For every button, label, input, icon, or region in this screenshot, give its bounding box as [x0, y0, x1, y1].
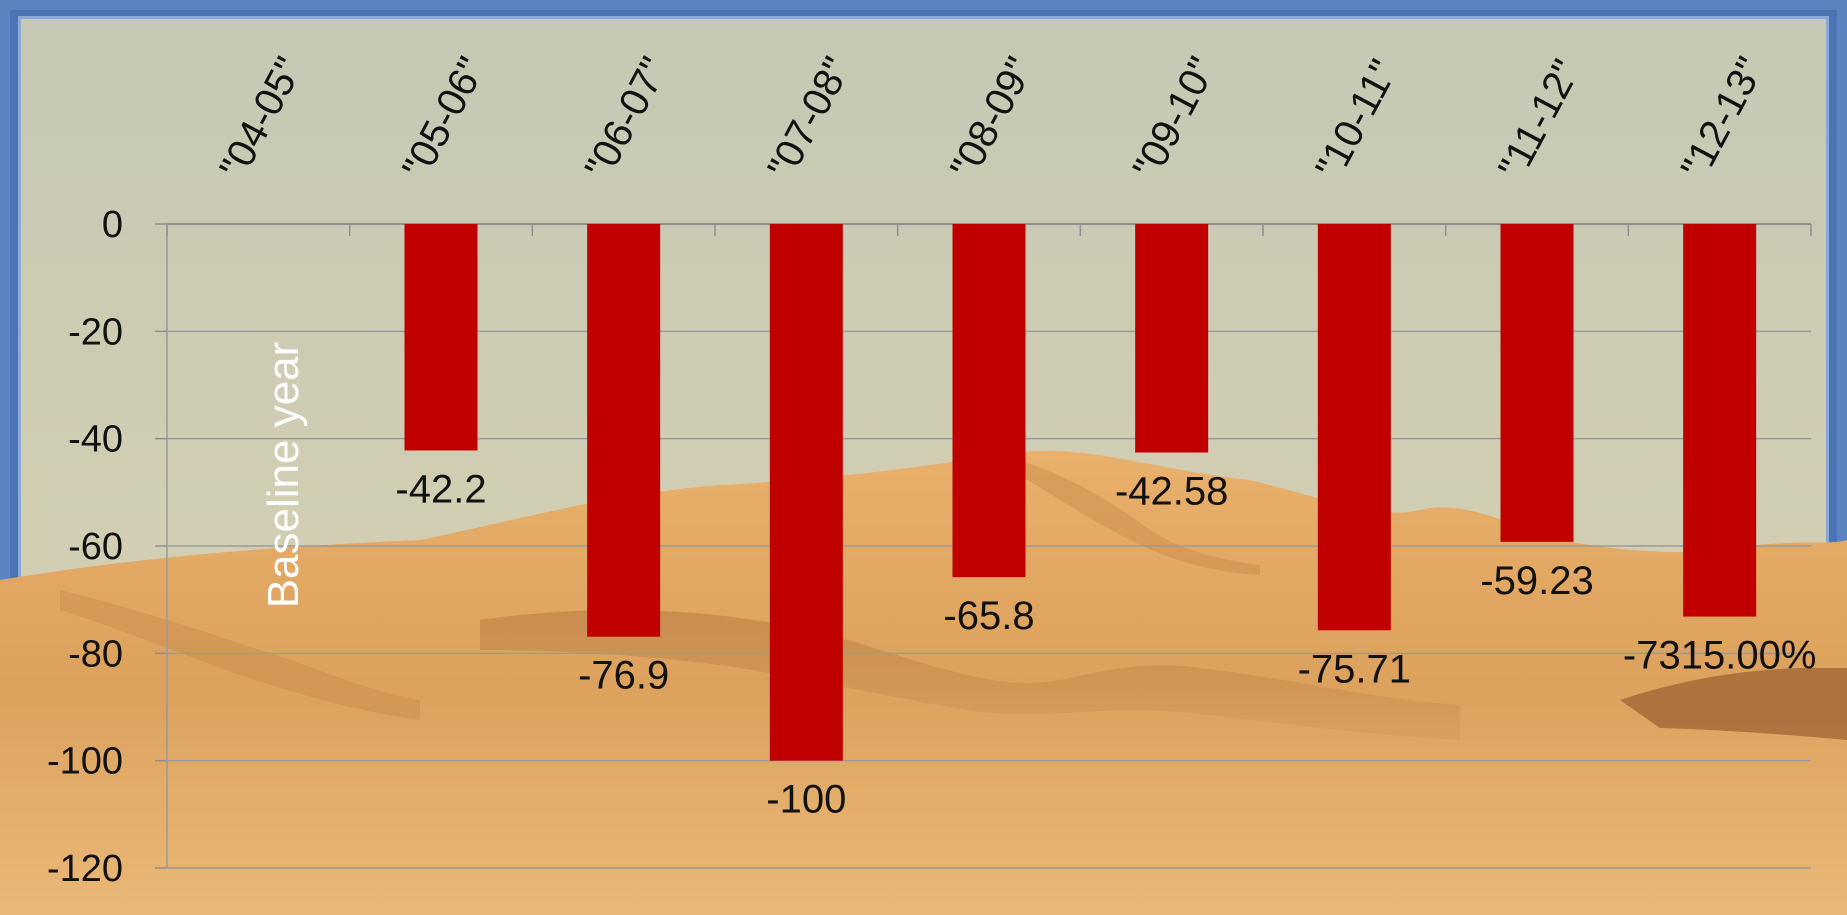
bar	[1683, 224, 1757, 617]
data-label: -65.8	[943, 594, 1034, 638]
y-axis-title: Baseline year	[259, 342, 308, 609]
y-tick-label: -20	[68, 311, 123, 353]
y-tick-label: -40	[68, 419, 123, 461]
y-tick-label: 0	[102, 204, 123, 246]
bar	[952, 224, 1026, 578]
bar	[404, 224, 478, 451]
data-label: -7315.00%	[1623, 634, 1816, 678]
y-tick-label: -100	[47, 741, 123, 783]
bar	[769, 224, 843, 761]
data-label: -100	[766, 778, 846, 822]
data-label: -76.9	[578, 654, 669, 698]
y-tick-label: -120	[47, 848, 123, 890]
bar	[587, 224, 661, 637]
bars	[404, 224, 1757, 761]
data-label: -75.71	[1298, 647, 1411, 691]
bar	[1500, 224, 1574, 542]
y-tick-label: -80	[68, 633, 123, 675]
data-labels: -42.2 -76.9 -100 -65.8 -42.58 -75.71 -59.23 -73…	[395, 467, 1816, 821]
y-tick-label: -60	[68, 526, 123, 568]
data-label: -42.58	[1115, 470, 1228, 514]
data-label: -59.23	[1480, 559, 1593, 603]
bar	[1135, 224, 1209, 453]
y-axis-tick-labels: 0 -20 -40 -60 -80 -100 -120	[47, 204, 123, 890]
bar	[1317, 224, 1391, 631]
data-label: -42.2	[395, 467, 486, 511]
